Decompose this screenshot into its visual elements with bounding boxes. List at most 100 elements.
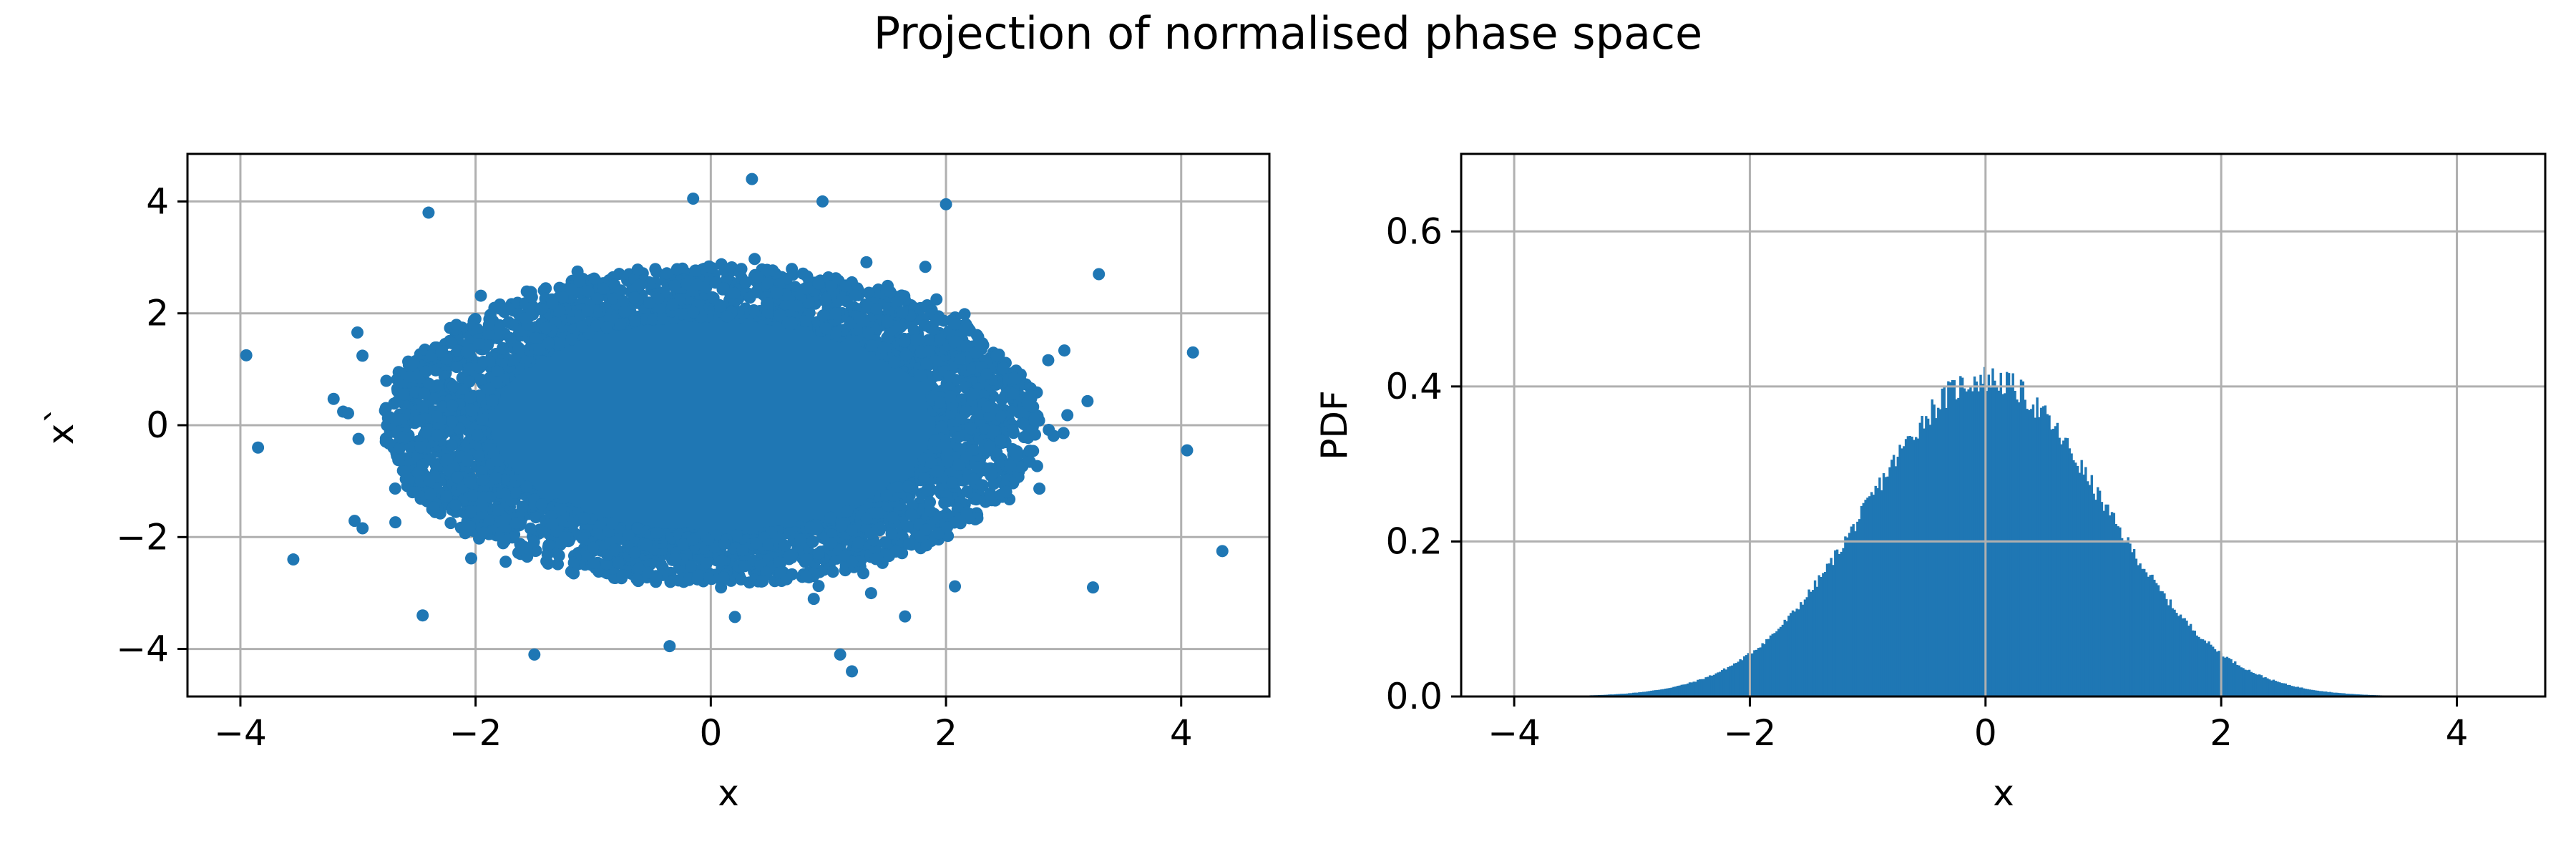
scatter-point [389, 516, 402, 529]
histogram-bar [2119, 527, 2122, 697]
scatter-point [380, 374, 393, 387]
scatter-point-outlier [746, 173, 758, 185]
histogram-bar [2048, 415, 2051, 697]
scatter-point [902, 480, 914, 493]
histogram-bar [2268, 679, 2271, 697]
histogram-bar [2242, 668, 2245, 697]
scatter-point [492, 455, 504, 467]
scatter-point [941, 455, 954, 467]
histogram-bar [1925, 416, 1928, 697]
scatter-point [465, 404, 478, 417]
histogram-bar [1680, 684, 1683, 697]
scatter-point [1023, 455, 1036, 468]
scatter-point [546, 518, 559, 530]
scatter-point [932, 527, 945, 540]
histogram-bar [2097, 487, 2099, 697]
scatter-point [762, 538, 775, 551]
scatter-point-outlier [240, 349, 253, 361]
scatter-point [653, 301, 666, 314]
scatter-point [633, 562, 645, 575]
histogram-bar [1800, 602, 1802, 697]
histogram-bar [1712, 674, 1716, 697]
scatter-point [934, 396, 947, 409]
histogram-bar [2034, 417, 2036, 697]
scatter-point [1081, 394, 1094, 407]
scatter-point [1018, 431, 1030, 444]
left-y-axis-label: x` [40, 406, 82, 445]
scatter-point [450, 319, 463, 331]
scatter-point [351, 326, 364, 339]
histogram-bar [2147, 576, 2150, 697]
scatter-point [477, 355, 490, 368]
histogram-bar [2127, 537, 2129, 697]
scatter-point [492, 504, 505, 517]
scatter-point [668, 279, 681, 292]
histogram-bars [1561, 367, 2411, 697]
histogram-bar [2040, 407, 2043, 697]
histogram-bar [1739, 659, 1742, 697]
histogram-bar [1668, 688, 1672, 697]
scatter-point [716, 554, 728, 567]
histogram-bar [2207, 641, 2210, 697]
scatter-point [846, 555, 859, 568]
scatter-point [914, 346, 927, 359]
histogram-bar [2117, 526, 2119, 697]
scatter-point [964, 422, 977, 435]
scatter-point [922, 334, 935, 346]
histogram-bar [1878, 477, 1881, 697]
histogram-bar [2076, 466, 2079, 697]
scatter-point [774, 309, 786, 321]
histogram-bar [2173, 609, 2176, 697]
scatter-point [464, 476, 477, 489]
scatter-point [499, 555, 512, 568]
scatter-point [615, 284, 628, 297]
histogram-bar [2058, 437, 2061, 697]
histogram-bar [2304, 689, 2308, 697]
histogram-bar [1813, 580, 1817, 697]
scatter-point [919, 523, 932, 536]
scatter-point [1023, 445, 1036, 457]
scatter-point [1025, 389, 1038, 402]
scatter-point [748, 253, 761, 266]
histogram-bar [1618, 694, 1621, 697]
histogram-bar [1682, 684, 1685, 697]
histogram-bar [1759, 647, 1762, 697]
scatter-point [688, 264, 701, 277]
scatter-point [728, 611, 741, 623]
left-y-tick-label: −4 [116, 629, 169, 670]
histogram-bar [2284, 683, 2288, 697]
histogram-bar [1999, 372, 2002, 697]
histogram-bar [2213, 649, 2217, 697]
scatter-point [884, 286, 897, 299]
histogram-bar [2240, 667, 2243, 697]
histogram-bar [2102, 510, 2105, 697]
scatter-point [756, 575, 769, 588]
scatter-point [791, 299, 804, 312]
histogram-bar [1751, 653, 1754, 697]
scatter-point [445, 439, 458, 452]
histogram-bar [1852, 524, 1855, 697]
scatter-point [761, 306, 774, 319]
scatter-point [474, 373, 487, 386]
scatter-point [840, 295, 853, 308]
scatter-point [404, 370, 416, 383]
scatter-point [504, 331, 517, 344]
histogram-bar [2244, 669, 2247, 697]
scatter-point [839, 279, 852, 292]
scatter-point [327, 392, 340, 405]
scatter-point [918, 319, 931, 332]
histogram-bar [1832, 565, 1835, 697]
histogram-bar [1848, 533, 1851, 697]
scatter-point [520, 542, 533, 555]
histogram-bar [1789, 613, 1792, 697]
scatter-point [948, 318, 961, 331]
histogram-panel: −4 −2 0 2 4 0.0 0.2 0.4 0.6 x PDF [1314, 152, 2547, 814]
histogram-bar [1815, 586, 1819, 697]
histogram-bar [1818, 575, 1820, 697]
scatter-point [730, 529, 743, 542]
histogram-bar [1648, 691, 1651, 697]
histogram-bar [1775, 631, 1778, 697]
histogram-bar [2181, 618, 2185, 697]
scatter-point [670, 263, 683, 276]
histogram-bar [1864, 500, 1867, 697]
